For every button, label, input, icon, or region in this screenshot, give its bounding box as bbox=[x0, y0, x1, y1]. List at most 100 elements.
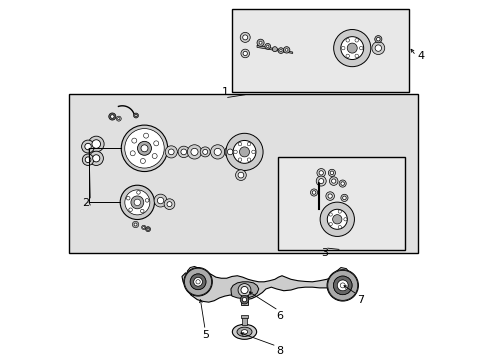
Circle shape bbox=[166, 202, 172, 207]
Circle shape bbox=[340, 182, 344, 185]
Circle shape bbox=[266, 45, 268, 48]
Circle shape bbox=[225, 133, 263, 171]
Circle shape bbox=[376, 37, 379, 41]
Circle shape bbox=[193, 278, 202, 286]
Bar bbox=[231, 9, 408, 93]
Circle shape bbox=[189, 273, 206, 291]
Circle shape bbox=[346, 39, 349, 42]
Circle shape bbox=[238, 142, 241, 146]
Circle shape bbox=[279, 49, 282, 52]
Circle shape bbox=[137, 191, 140, 194]
Circle shape bbox=[341, 46, 344, 50]
Circle shape bbox=[187, 145, 201, 159]
Circle shape bbox=[165, 146, 177, 158]
Circle shape bbox=[168, 149, 174, 155]
Circle shape bbox=[238, 172, 244, 178]
Circle shape bbox=[240, 296, 248, 304]
Circle shape bbox=[190, 148, 198, 156]
Circle shape bbox=[328, 222, 332, 226]
Circle shape bbox=[337, 280, 347, 291]
Circle shape bbox=[157, 197, 163, 204]
Circle shape bbox=[88, 136, 104, 152]
Circle shape bbox=[326, 270, 358, 301]
Circle shape bbox=[332, 275, 352, 296]
Circle shape bbox=[164, 199, 175, 210]
Circle shape bbox=[278, 48, 283, 53]
Circle shape bbox=[178, 146, 189, 158]
Ellipse shape bbox=[232, 324, 256, 339]
Circle shape bbox=[241, 49, 249, 58]
Circle shape bbox=[325, 192, 334, 201]
Circle shape bbox=[374, 45, 381, 51]
Circle shape bbox=[318, 179, 323, 184]
Circle shape bbox=[110, 115, 114, 118]
Circle shape bbox=[81, 140, 94, 153]
Polygon shape bbox=[182, 270, 347, 302]
Circle shape bbox=[354, 39, 358, 42]
Circle shape bbox=[259, 41, 262, 44]
Circle shape bbox=[85, 157, 91, 163]
Circle shape bbox=[190, 274, 205, 290]
Circle shape bbox=[147, 228, 149, 230]
Circle shape bbox=[336, 280, 348, 291]
Circle shape bbox=[203, 149, 207, 154]
Circle shape bbox=[332, 215, 341, 224]
Circle shape bbox=[316, 168, 325, 177]
Circle shape bbox=[328, 213, 332, 216]
Circle shape bbox=[329, 177, 337, 185]
Circle shape bbox=[134, 223, 137, 226]
Circle shape bbox=[342, 196, 346, 200]
Circle shape bbox=[242, 35, 247, 40]
Circle shape bbox=[247, 142, 250, 146]
Ellipse shape bbox=[237, 327, 251, 337]
Circle shape bbox=[242, 297, 246, 302]
Circle shape bbox=[224, 146, 235, 158]
Circle shape bbox=[235, 170, 246, 180]
Circle shape bbox=[333, 30, 370, 67]
Circle shape bbox=[241, 287, 247, 294]
Circle shape bbox=[285, 49, 287, 51]
Circle shape bbox=[89, 151, 103, 166]
Circle shape bbox=[343, 218, 346, 221]
Polygon shape bbox=[230, 282, 258, 298]
Text: 8: 8 bbox=[276, 346, 283, 356]
Circle shape bbox=[131, 196, 143, 209]
Polygon shape bbox=[187, 266, 202, 289]
Circle shape bbox=[327, 270, 357, 300]
Circle shape bbox=[193, 277, 203, 287]
Circle shape bbox=[121, 125, 167, 171]
Circle shape bbox=[132, 221, 139, 228]
Circle shape bbox=[338, 225, 341, 229]
Text: 2: 2 bbox=[82, 198, 89, 208]
Circle shape bbox=[181, 149, 186, 155]
Circle shape bbox=[251, 150, 255, 154]
Circle shape bbox=[310, 189, 317, 196]
Circle shape bbox=[333, 276, 351, 295]
Circle shape bbox=[92, 140, 101, 148]
Circle shape bbox=[120, 185, 154, 220]
Circle shape bbox=[140, 158, 145, 163]
Circle shape bbox=[233, 140, 255, 163]
Polygon shape bbox=[257, 45, 292, 53]
Circle shape bbox=[93, 155, 100, 162]
Circle shape bbox=[371, 42, 384, 54]
Text: 1: 1 bbox=[221, 87, 228, 98]
Circle shape bbox=[227, 149, 233, 155]
Circle shape bbox=[337, 280, 347, 291]
Circle shape bbox=[233, 150, 237, 154]
Circle shape bbox=[312, 191, 315, 194]
Circle shape bbox=[133, 113, 138, 118]
Circle shape bbox=[128, 208, 132, 212]
Circle shape bbox=[116, 116, 121, 121]
Circle shape bbox=[238, 284, 250, 296]
Bar bbox=[241, 315, 247, 318]
Circle shape bbox=[272, 47, 277, 52]
Circle shape bbox=[346, 43, 357, 53]
Circle shape bbox=[140, 209, 144, 213]
Circle shape bbox=[247, 158, 250, 161]
Bar bbox=[242, 316, 246, 325]
Circle shape bbox=[331, 179, 335, 183]
Circle shape bbox=[214, 148, 221, 156]
Circle shape bbox=[145, 227, 150, 231]
Circle shape bbox=[196, 280, 200, 284]
